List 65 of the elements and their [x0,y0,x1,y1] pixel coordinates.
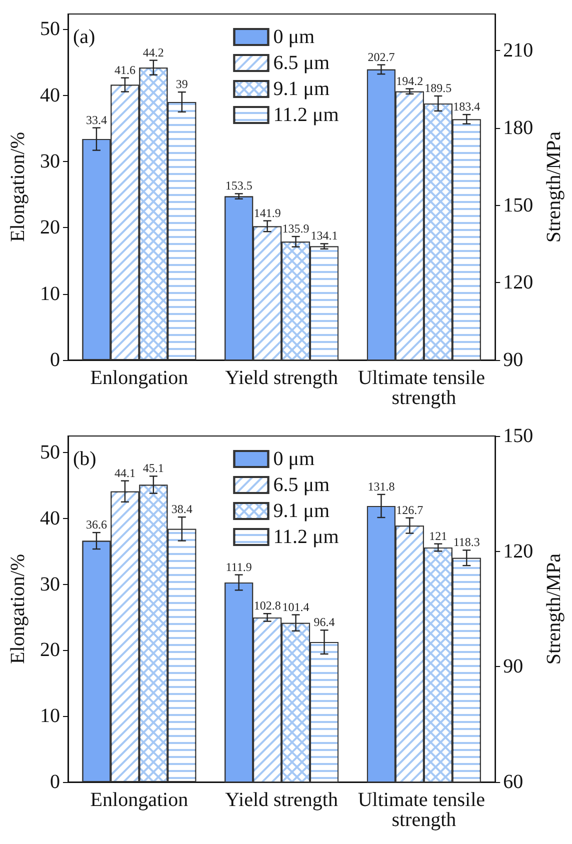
legend-label: 6.5 μm [273,52,330,74]
data-label: 202.7 [368,50,395,64]
data-label: 39 [176,77,188,92]
data-label: 96.4 [314,615,335,630]
data-label: 194.2 [396,74,424,88]
y2-tick-label: 90 [503,349,524,371]
y-tick-label: 40 [40,84,60,106]
x-tick-label: Ultimate tensile strength [358,789,490,831]
data-label: 41.6 [114,62,136,77]
legend-label: 9.1 μm [273,500,330,522]
y-tick-label: 50 [40,18,60,40]
y2-tick-label: 180 [503,116,534,139]
data-label: 131.8 [368,479,395,494]
x-tick-label: Enlongation [90,789,188,811]
legend-label: 0 μm [273,26,315,48]
data-label: 111.9 [226,560,252,574]
data-label: 118.3 [453,535,480,550]
y2-tick-label: 120 [503,540,534,562]
legend-label: 0 μm [273,448,315,470]
data-label: 183.4 [453,100,480,114]
y-tick-label: 40 [40,507,60,530]
y-tick-label: 30 [40,573,60,596]
data-label: 38.4 [171,502,192,516]
legend-label: 6.5 μm [273,474,330,496]
x-tick-label: Ultimate tensile strength [358,367,490,409]
data-label: 153.5 [225,178,252,193]
text: (a) [73,26,96,48]
legend-label: 11.2 μm [273,104,340,126]
legend-label: 11.2 μm [273,526,340,548]
y-tick-label: 0 [50,349,60,371]
y2-tick-label: 150 [503,194,534,216]
data-label: 189.5 [424,80,452,95]
x-tick-label: Enlongation [90,367,188,389]
data-label: 134.1 [310,228,338,243]
y-tick-label: 0 [50,771,60,793]
y-tick-label: 30 [40,150,60,173]
x-tick-label: Yield strength [225,789,338,811]
y2-tick-label: 60 [503,771,524,793]
data-label: 121 [429,528,448,543]
y2-axis-title: Strength/MPa [543,131,565,243]
y-tick-label: 10 [40,282,60,305]
data-label: 33.4 [86,112,107,127]
data-label: 36.6 [86,518,107,532]
y-axis-title: Elongation/% [7,132,29,242]
y2-axis-title: Strength/MPa [543,553,565,665]
y2-tick-label: 90 [503,656,524,678]
x-tick-label: Yield strength [225,367,338,389]
data-label: 141.9 [254,206,281,220]
data-label: 44.2 [142,45,164,60]
y2-tick-label: 210 [503,40,534,62]
y2-tick-label: 120 [503,272,534,294]
data-label: 101.4 [282,600,310,614]
data-label: 45.1 [142,461,164,476]
legend-label: 9.1 μm [273,78,330,100]
text: (b) [73,448,96,470]
y-tick-label: 50 [40,441,60,464]
y-tick-label: 20 [40,216,60,239]
y-tick-label: 20 [40,639,60,662]
y-axis-title: Elongation/% [7,554,29,664]
y2-tick-label: 150 [503,425,534,447]
data-label: 135.9 [282,222,310,236]
y-tick-label: 10 [40,705,60,728]
data-label: 44.1 [114,466,136,480]
data-label: 102.8 [254,598,281,613]
data-label: 126.7 [396,502,424,517]
